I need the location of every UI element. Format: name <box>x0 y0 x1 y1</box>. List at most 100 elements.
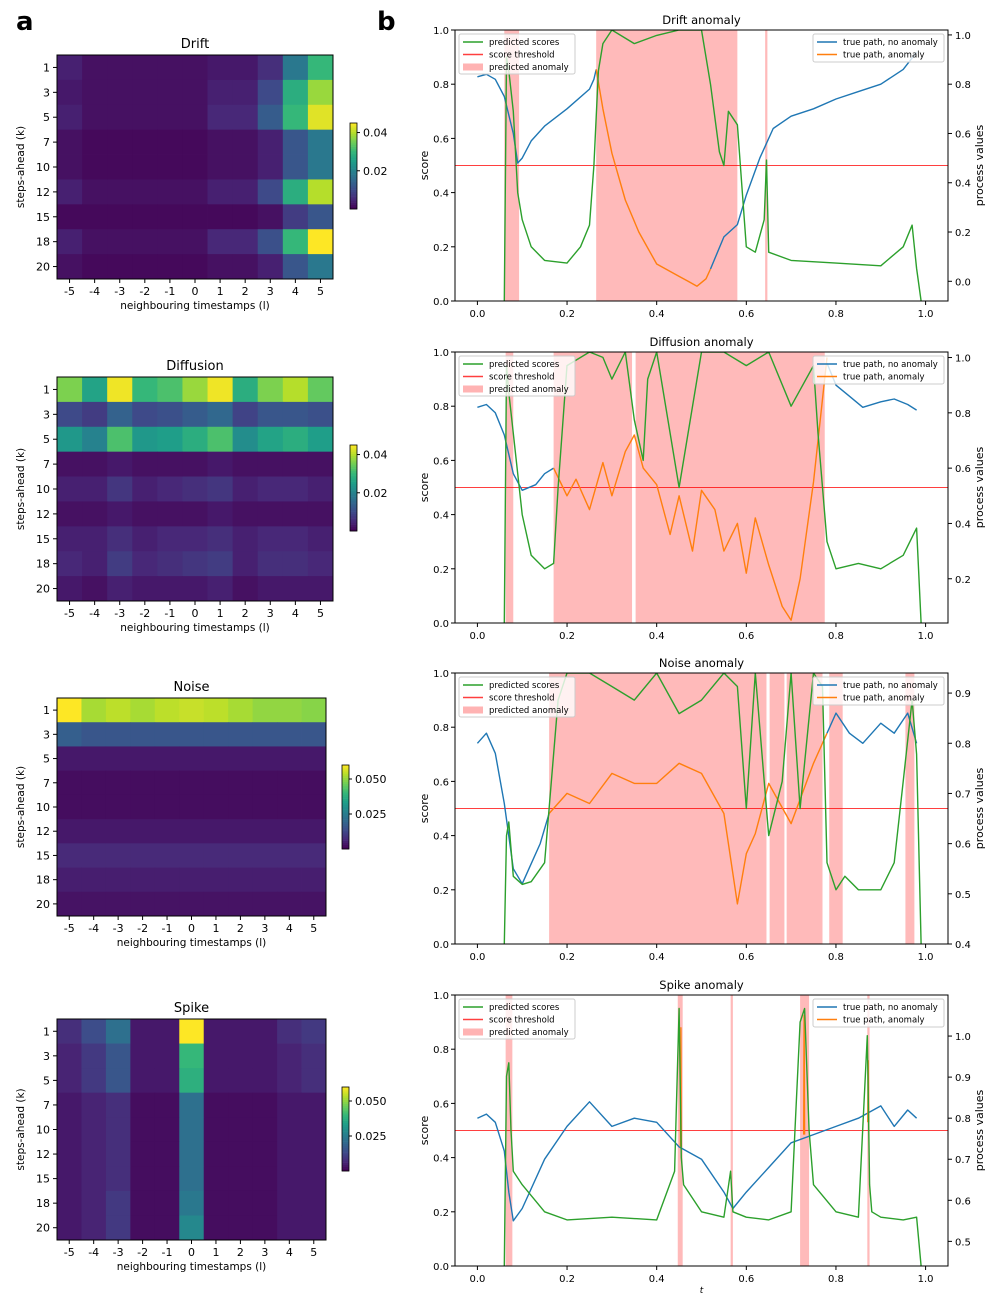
x-tick-label: 0 <box>188 1246 195 1259</box>
heatmap-cell <box>232 154 259 180</box>
heatmap-cell <box>307 501 334 527</box>
y-right-tick-label: 0.4 <box>955 519 971 530</box>
heatmap-cell <box>232 401 259 428</box>
heatmap-cell <box>277 1190 302 1216</box>
heatmap-cell <box>57 794 82 820</box>
heatmap-cell <box>232 426 259 453</box>
heatmap-cell <box>301 746 327 772</box>
colorbar-segment <box>350 507 357 510</box>
colorbar-segment <box>350 477 357 480</box>
heatmap-cell <box>307 55 334 81</box>
heatmap-cell <box>232 104 259 131</box>
y-tick-label: 0.6 <box>433 456 449 467</box>
heatmap-cell <box>57 1068 82 1094</box>
heatmap-cell <box>107 129 133 155</box>
colorbar-segment <box>350 509 357 512</box>
heatmap-cell <box>307 476 334 502</box>
legend-label: predicted anomaly <box>489 1028 569 1038</box>
colorbar-segment <box>350 518 357 521</box>
heatmap-cell <box>282 79 309 106</box>
legend-left-box <box>458 676 576 718</box>
y-tick-label: 7 <box>43 458 50 471</box>
legend-swatch-predicted-anomaly <box>463 706 483 714</box>
heatmap-cell <box>57 204 83 230</box>
y-right-tick-label: 0.4 <box>955 179 971 190</box>
true-path-anomaly-line <box>803 1014 806 1135</box>
heatmap-cell <box>232 576 259 602</box>
colorbar-segment <box>350 494 357 497</box>
y-axis-label: score <box>418 793 431 823</box>
x-tick-label: 5 <box>310 1246 317 1259</box>
heatmap-cell <box>132 154 158 180</box>
heatmap-cell <box>57 154 83 180</box>
heatmap-cell <box>81 891 107 917</box>
heatmap-cell <box>105 1043 131 1069</box>
colorbar-segment <box>342 1147 349 1151</box>
legend-label: predicted anomaly <box>489 63 569 73</box>
y-tick-label: 0.8 <box>433 80 449 91</box>
heatmap-cell <box>179 722 205 747</box>
x-tick-label: 0.8 <box>828 952 844 963</box>
heatmap-cell <box>57 1019 82 1044</box>
colorbar-tick-label: 0.025 <box>355 1130 387 1143</box>
heatmap-cell <box>207 154 234 180</box>
colorbar-segment <box>350 500 357 504</box>
x-tick-label: 1.0 <box>918 1274 934 1285</box>
heatmap-cell <box>179 843 205 868</box>
heatmap-cell <box>157 501 183 527</box>
heatmap-cell <box>57 451 83 477</box>
y-right-tick-label: 0.7 <box>955 1155 971 1166</box>
legend-label: predicted scores <box>489 38 560 48</box>
heatmap-cell <box>57 551 83 577</box>
x-tick-label: 0.8 <box>828 309 844 320</box>
true-path-no-anomaly-line <box>826 362 917 411</box>
colorbar-segment <box>342 767 349 770</box>
x-tick-label: -3 <box>114 607 125 620</box>
heatmap-cell <box>130 867 156 893</box>
colorbar-segment <box>342 790 349 793</box>
colorbar-segment <box>350 457 357 461</box>
heatmap-cell <box>307 377 334 403</box>
x-tick-label: 0 <box>188 922 195 935</box>
colorbar-segment <box>350 479 357 482</box>
colorbar-segment <box>350 155 357 158</box>
heatmap-cell <box>307 229 334 255</box>
heatmap-cell <box>81 1092 107 1118</box>
heatmap-cell <box>157 55 183 81</box>
colorbar-segment <box>342 775 349 778</box>
heatmap-cell <box>252 891 278 917</box>
true-path-anomaly-line <box>552 357 828 621</box>
heatmap-cell <box>105 1068 131 1094</box>
plot-frame <box>454 994 949 1267</box>
plot-title: Noise anomaly <box>659 656 744 670</box>
y-tick-label: 10 <box>36 161 50 174</box>
x-tick-label: 0.0 <box>469 1274 485 1285</box>
colorbar-tick-label: 0.050 <box>355 1095 387 1108</box>
heatmap-cell <box>257 129 284 155</box>
plot-title: Spike anomaly <box>659 978 744 992</box>
colorbar-segment <box>350 447 357 450</box>
heatmap-cell <box>132 476 158 502</box>
heatmap-cell <box>57 79 83 106</box>
heatmap-cell <box>301 819 327 844</box>
heatmap-cell <box>81 843 107 868</box>
colorbar-segment <box>342 794 349 797</box>
colorbar-segment <box>350 133 357 137</box>
y-right-tick-label: 0.0 <box>955 277 971 288</box>
heatmap-cell <box>301 1019 327 1044</box>
x-tick-label: 3 <box>261 1246 268 1259</box>
heatmap-cell <box>57 867 82 893</box>
colorbar-segment <box>342 1166 349 1170</box>
colorbar-frame <box>341 1086 350 1172</box>
y-tick-label: 0.8 <box>433 402 449 413</box>
colorbar-segment <box>350 163 357 167</box>
x-axis-label: neighbouring timestamps (l) <box>117 937 267 949</box>
heatmap-cell <box>179 1068 205 1094</box>
colorbar-segment <box>350 520 357 523</box>
heatmap-cell <box>157 79 183 106</box>
colorbar-segment <box>350 445 357 448</box>
colorbar-segment <box>342 798 349 801</box>
heatmap-cell <box>232 204 259 230</box>
heatmap-cell <box>107 576 133 602</box>
heatmap-cell <box>307 451 334 477</box>
